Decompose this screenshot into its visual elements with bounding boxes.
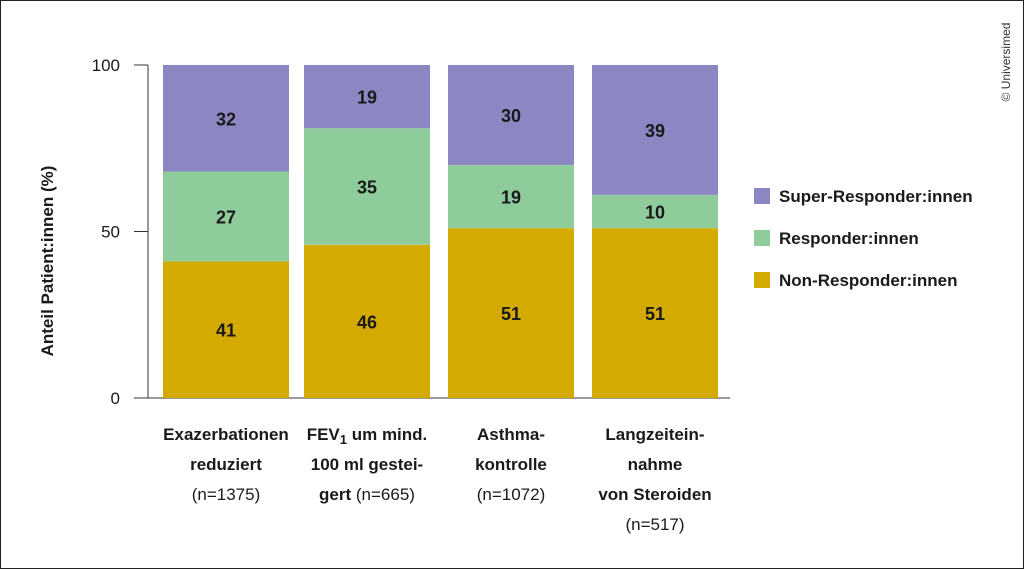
- x-tick-label: Exazerbationen: [163, 425, 289, 444]
- bar-segment: [304, 244, 430, 398]
- bar-segment: [592, 228, 718, 398]
- category-labels-layer: Exazerbationen reduziert (n=1375) FEV1 um m…: [163, 425, 712, 534]
- x-tick-label: FEV1 um mind.: [307, 425, 428, 447]
- y-tick-label: 0: [111, 389, 120, 408]
- bar-segment: [304, 128, 430, 245]
- y-axis-label: Anteil Patient:innen (%): [38, 166, 57, 357]
- bar-segment: [592, 194, 718, 229]
- x-tick-label: kontrolle: [475, 455, 547, 474]
- data-label: 30: [501, 106, 521, 126]
- bar-segment: [304, 65, 430, 129]
- bars-layer: [163, 65, 718, 398]
- legend-swatch: [754, 188, 770, 204]
- x-tick-label: von Steroiden: [598, 485, 711, 504]
- value-labels-layer: 41 27 32 46 35 19 51 19 30 51 10 39: [216, 88, 665, 341]
- data-label: 46: [357, 312, 377, 332]
- x-tick-label: (n=1375): [192, 485, 261, 504]
- legend-swatch: [754, 272, 770, 288]
- legend-label: Non-Responder:innen: [779, 271, 958, 290]
- bar-segment: [163, 65, 289, 172]
- bar-segment: [448, 228, 574, 398]
- x-tick-label: 100 ml gestei-: [311, 455, 423, 474]
- legend: Super-Responder:innen Responder:innen Non-…: [754, 187, 973, 290]
- x-tick-label: gert (n=665): [319, 485, 415, 504]
- data-label: 41: [216, 321, 236, 341]
- data-label: 39: [645, 121, 665, 141]
- x-tick-label: (n=1072): [477, 485, 546, 504]
- legend-swatch: [754, 230, 770, 246]
- legend-label: Super-Responder:innen: [779, 187, 973, 206]
- legend-label: Responder:innen: [779, 229, 919, 248]
- x-tick-label: nahme: [628, 455, 683, 474]
- x-tick-label: Langzeitein-: [605, 425, 704, 444]
- data-label: 19: [501, 188, 521, 208]
- bar-segment: [163, 171, 289, 262]
- data-label: 32: [216, 109, 236, 129]
- bar-segment: [592, 65, 718, 195]
- data-label: 10: [645, 203, 665, 223]
- bar-segment: [163, 261, 289, 398]
- bar-segment: [448, 164, 574, 229]
- data-label: 51: [645, 304, 665, 324]
- copyright-text: © Universimed: [999, 23, 1013, 102]
- x-tick-label: (n=517): [625, 515, 684, 534]
- x-tick-label: Asthma-: [477, 425, 545, 444]
- y-tick-label: 100: [92, 56, 120, 75]
- data-label: 35: [357, 178, 377, 198]
- bar-segment: [448, 65, 574, 165]
- x-tick-label: reduziert: [190, 455, 262, 474]
- data-label: 19: [357, 88, 377, 108]
- y-tick-label: 50: [101, 223, 120, 242]
- data-label: 51: [501, 304, 521, 324]
- data-label: 27: [216, 208, 236, 228]
